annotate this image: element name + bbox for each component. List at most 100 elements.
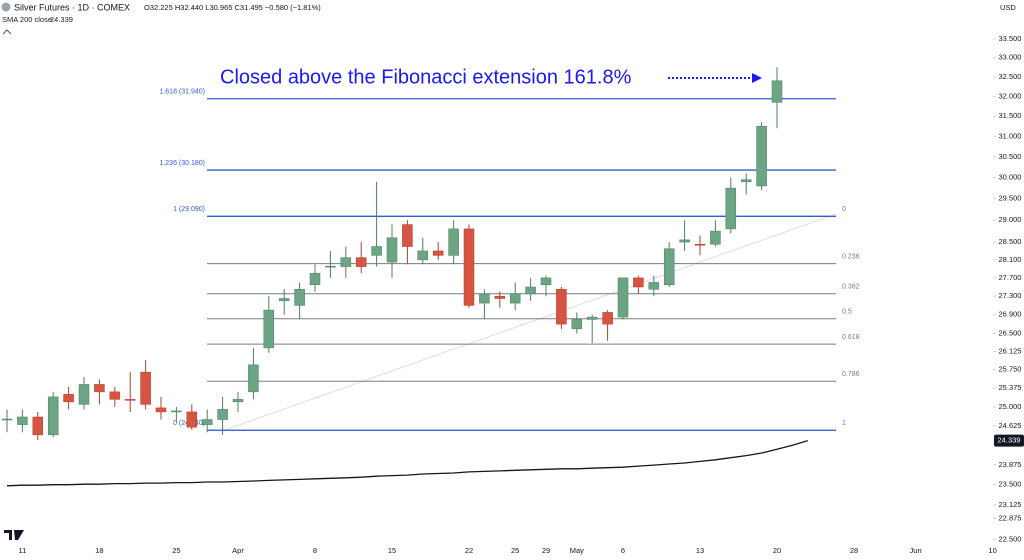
candle-body xyxy=(217,409,228,420)
annotation-arrowhead xyxy=(752,73,762,83)
candle-body xyxy=(556,289,567,325)
x-tick-label: 25 xyxy=(511,546,519,555)
sma-name: SMA 200 close xyxy=(2,15,52,24)
y-tick-label: 27.300 xyxy=(999,291,1022,300)
y-tick-label: 29.000 xyxy=(999,215,1022,224)
candle-body xyxy=(263,309,275,349)
candle-body xyxy=(355,257,367,267)
fib-extension-label: 1 (29.090) xyxy=(173,206,205,213)
y-tick-label: 33.000 xyxy=(999,53,1022,62)
x-tick-label: 8 xyxy=(313,546,317,555)
candle-body xyxy=(109,391,121,400)
candle-body xyxy=(201,419,213,425)
candle-body xyxy=(540,277,552,285)
candle-body xyxy=(571,319,583,330)
candle-body xyxy=(386,237,398,263)
candle-body xyxy=(756,125,767,187)
x-tick-label: Jun xyxy=(910,546,922,555)
y-tick-label: 25.375 xyxy=(999,383,1022,392)
sma-value: 24.339 xyxy=(50,15,73,24)
y-tick-label: 33.500 xyxy=(999,34,1022,43)
candle-body xyxy=(78,384,90,405)
y-tick-label: 27.700 xyxy=(999,273,1022,282)
y-tick-label: 25.000 xyxy=(999,402,1022,411)
y-tick-label: 22.875 xyxy=(999,514,1022,523)
x-tick-label: 20 xyxy=(773,546,781,555)
candle-body xyxy=(432,250,444,256)
candle-body xyxy=(617,277,629,318)
candle-body xyxy=(494,295,506,299)
tv-logo xyxy=(4,530,24,540)
sma-price-marker xyxy=(994,434,1024,447)
y-tick-label: 30.500 xyxy=(999,152,1022,161)
x-tick-label: 10 xyxy=(988,546,996,555)
y-tick-label: 28.100 xyxy=(999,255,1022,264)
fib-retracement-label: 0 xyxy=(842,206,846,213)
candle-body xyxy=(309,273,321,285)
candle-body xyxy=(155,407,167,413)
y-tick-label: 32.000 xyxy=(999,91,1022,100)
x-tick-label: Apr xyxy=(232,546,244,555)
candle-body xyxy=(509,293,521,304)
fib-retracement-label: 0.786 xyxy=(842,371,860,378)
annotation: Closed above the Fibonacci extension 161… xyxy=(220,66,632,88)
candle-body xyxy=(525,286,536,295)
x-tick-label: 22 xyxy=(465,546,473,555)
y-tick-label: 28.500 xyxy=(999,237,1022,246)
candle-body xyxy=(32,416,44,436)
candle-body xyxy=(124,399,136,401)
plot: 33.500 33.000 32.500 32.000 31.500 31.000 30.5… xyxy=(1,34,1024,555)
fib-retracement-label: 0.5 xyxy=(842,309,852,316)
y-tick-label: 25.750 xyxy=(999,365,1022,374)
y-tick-label: 23.125 xyxy=(999,500,1022,509)
currency: USD xyxy=(1000,3,1016,12)
candle-body xyxy=(47,396,59,436)
fib-retracement-label: 0.382 xyxy=(842,284,860,291)
candle-body xyxy=(94,384,105,393)
candle-body xyxy=(232,399,244,403)
x-tick-label: 29 xyxy=(542,546,550,555)
candle-body xyxy=(325,265,336,268)
x-tick-label: 25 xyxy=(172,546,180,555)
candle-body xyxy=(186,411,198,428)
x-tick-label: 13 xyxy=(696,546,704,555)
fib-trend-line xyxy=(221,213,837,432)
header-quote: O32.225 H32.440 L30.965 C31.495 −0.580 (… xyxy=(144,3,321,12)
fib-retracement-label: 0.236 xyxy=(842,253,860,260)
x-tick-label: 28 xyxy=(850,546,858,555)
candle-body xyxy=(171,410,182,413)
fib-extension-label: 1.236 (30.180) xyxy=(159,160,205,167)
candle-body xyxy=(725,187,737,230)
fib-retracement-label: 1 xyxy=(842,420,846,427)
candle-body xyxy=(448,228,459,256)
y-tick-label: 22.500 xyxy=(999,534,1022,543)
candle-body xyxy=(463,228,475,306)
candle-body xyxy=(278,298,290,302)
y-tick-label: 30.000 xyxy=(999,173,1022,182)
y-tick-label: 24.625 xyxy=(999,421,1022,430)
fib-retracement-label: 0.618 xyxy=(842,334,860,341)
candle-body xyxy=(586,316,598,320)
candle-body xyxy=(371,246,382,256)
candle-body xyxy=(679,239,690,243)
y-tick-label: 31.500 xyxy=(999,111,1022,120)
candle-body xyxy=(633,277,644,288)
candle-body xyxy=(248,364,259,393)
fib-extension-label: 1.618 (31.940) xyxy=(159,89,205,96)
candle-body xyxy=(340,257,352,267)
candle-body xyxy=(663,248,675,285)
y-tick-label: 23.875 xyxy=(999,460,1022,469)
y-tick-label: 26.500 xyxy=(999,329,1022,338)
y-tick-label: 26.125 xyxy=(999,347,1022,356)
candle-body xyxy=(694,244,706,246)
y-tick-label: 31.000 xyxy=(999,131,1022,140)
candle-body xyxy=(479,293,490,304)
candle-body xyxy=(1,418,13,421)
x-tick-label: 11 xyxy=(19,546,27,555)
y-tick-label: 32.500 xyxy=(999,72,1022,81)
collapse-icon[interactable] xyxy=(2,29,12,35)
candle-body xyxy=(17,416,28,425)
candle-body xyxy=(648,282,660,290)
